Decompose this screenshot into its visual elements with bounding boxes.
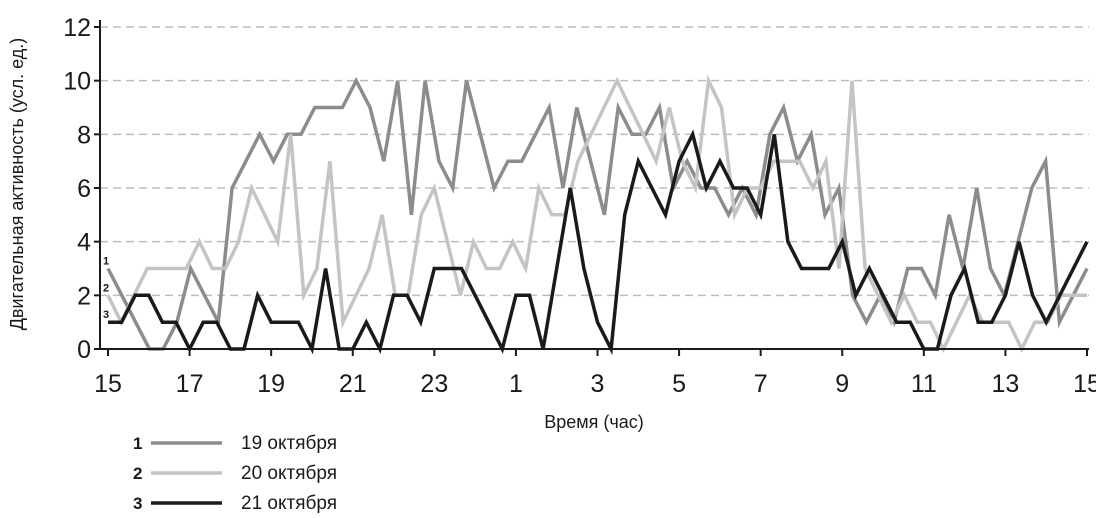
series-start-label-2: 2 [103, 282, 109, 294]
x-tick-label: 19 [257, 370, 285, 398]
y-tick-label: 6 [77, 175, 91, 203]
axes [99, 20, 1089, 350]
y-tick-labels: 0 2 4 6 8 10 12 [63, 14, 100, 364]
y-tick-label: 12 [63, 14, 91, 42]
y-tick-label: 8 [77, 121, 91, 149]
legend-item-1: 1 19 октября [133, 433, 337, 454]
legend-item-1-number: 1 [133, 434, 142, 453]
x-tick-labels: 15 17 19 21 23 1 3 5 7 9 11 13 15 [94, 349, 1096, 398]
x-tick-label: 23 [420, 370, 448, 398]
series-line-2 [106, 74, 1087, 353]
legend-item-3: 3 21 октября [133, 493, 337, 514]
x-tick-label: 17 [176, 370, 204, 398]
x-tick-label: 5 [672, 370, 686, 398]
x-tick-label: 13 [992, 370, 1020, 398]
y-tick-label: 10 [63, 68, 91, 96]
legend-item-3-label: 21 октября [241, 493, 337, 514]
x-tick-label: 1 [509, 370, 523, 398]
series-start-labels: 1 2 3 [103, 256, 109, 322]
series-line-1 [106, 76, 1089, 351]
y-axis-label: Двигательная активность (усл. ед.) [7, 38, 27, 331]
y-tick-label: 0 [77, 336, 91, 364]
legend-item-2-label: 20 октября [241, 463, 337, 484]
legend-item-2-number: 2 [133, 464, 142, 483]
y-tick-label: 2 [77, 282, 91, 310]
series-start-label-1: 1 [103, 256, 109, 268]
legend: 1 19 октября 2 20 октября 3 21 октября [133, 433, 337, 514]
series-lines [106, 74, 1089, 356]
y-tick-label: 4 [77, 229, 91, 257]
x-tick-label: 15 [1073, 370, 1096, 398]
x-tick-label: 9 [835, 370, 849, 398]
legend-item-1-label: 19 октября [241, 433, 337, 454]
series-start-label-3: 3 [103, 309, 109, 321]
x-tick-label: 21 [339, 370, 367, 398]
x-axis-label: Время (час) [544, 412, 644, 432]
gridlines [100, 26, 1089, 297]
x-tick-label: 15 [94, 370, 122, 398]
x-tick-label: 3 [591, 370, 605, 398]
x-tick-label: 7 [754, 370, 768, 398]
x-tick-label: 11 [911, 370, 937, 398]
legend-item-3-number: 3 [133, 494, 142, 513]
legend-item-2: 2 20 октября [133, 463, 337, 484]
